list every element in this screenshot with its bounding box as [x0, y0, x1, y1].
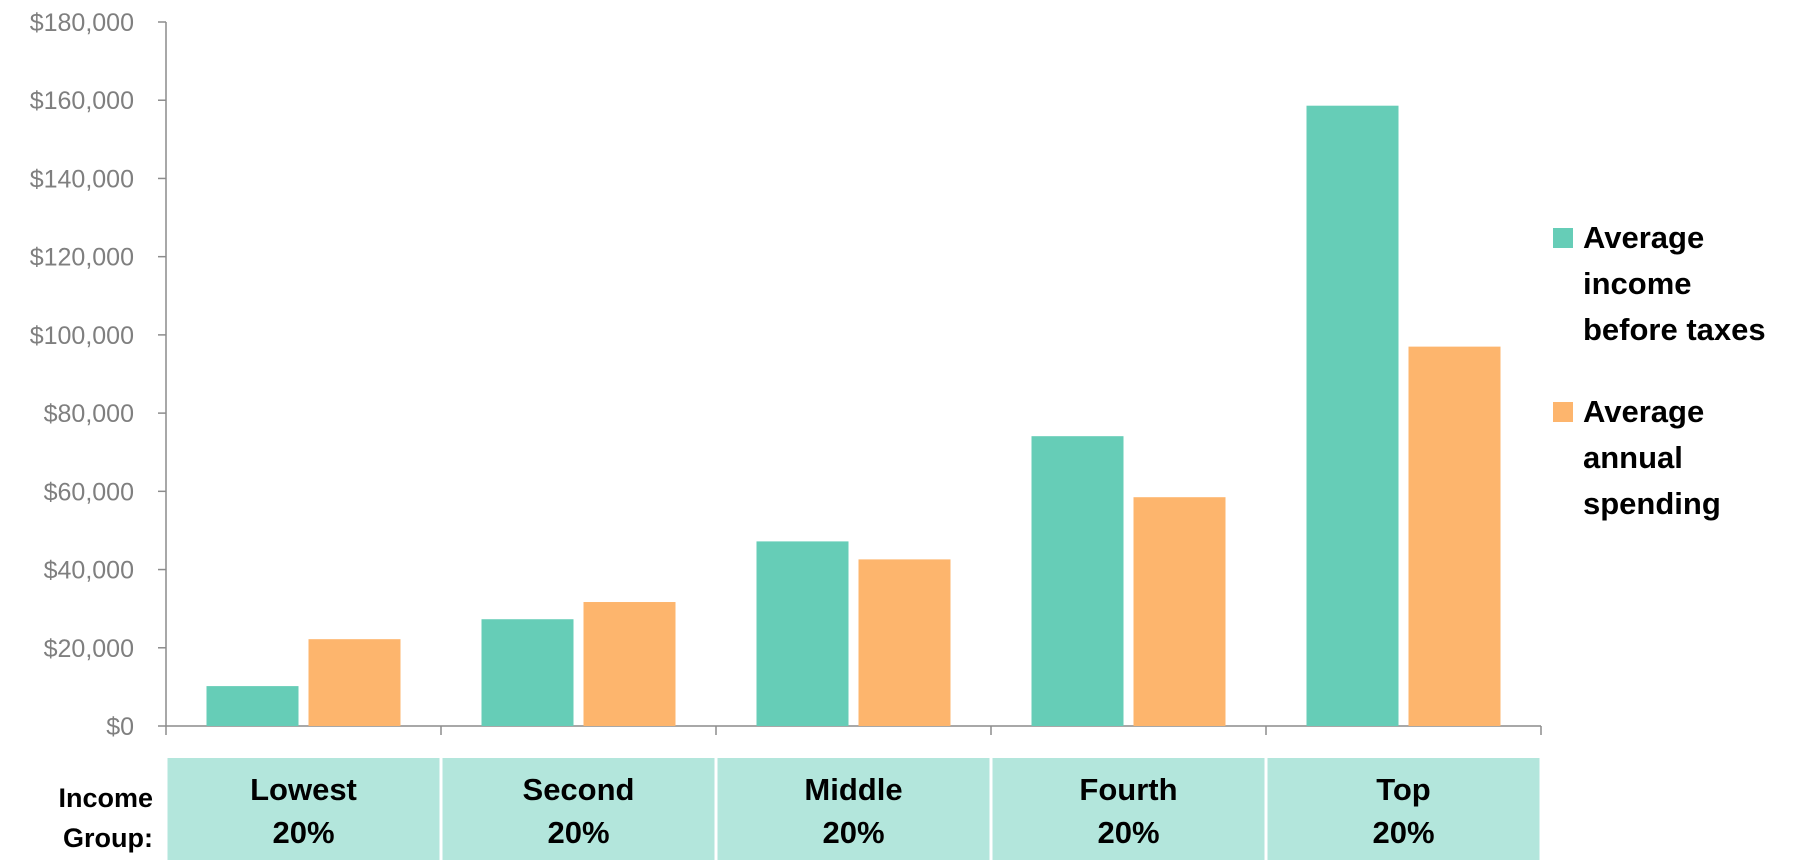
bar-spending-0: [308, 639, 401, 726]
category-label: Middle: [804, 772, 902, 807]
y-tick-label: $120,000: [30, 244, 134, 272]
legend-label: income: [1583, 266, 1692, 301]
bars: [206, 105, 1501, 727]
category-label: Fourth: [1079, 772, 1177, 807]
legend: Average income before taxes Average annual sp…: [1553, 220, 1766, 521]
category-band: [1267, 758, 1540, 860]
y-tick-label: $160,000: [30, 87, 134, 115]
category-label: Second: [523, 772, 635, 807]
legend-swatch: [1553, 228, 1573, 248]
y-tick-label: $20,000: [44, 635, 134, 663]
x-axis: [165, 725, 1542, 735]
bar-income-3: [1031, 436, 1124, 726]
legend-swatch: [1553, 402, 1573, 422]
bar-spending-2: [858, 559, 951, 726]
bar-income-1: [481, 619, 574, 726]
bar-income-2: [756, 541, 849, 726]
category-band: [992, 758, 1265, 860]
y-tick-label: $180,000: [30, 9, 134, 37]
legend-label: annual: [1583, 440, 1683, 475]
legend-label: before taxes: [1583, 312, 1766, 347]
bar-spending-3: [1133, 497, 1226, 726]
category-label: Lowest: [250, 772, 357, 807]
category-band: [442, 758, 715, 860]
category-label: 20%: [272, 815, 334, 850]
bar-income-4: [1306, 105, 1399, 727]
y-tick-label: $60,000: [44, 478, 134, 506]
legend-label: spending: [1583, 486, 1721, 521]
category-band: [717, 758, 990, 860]
legend-label: Average: [1583, 394, 1704, 429]
bar-income-0: [206, 686, 299, 726]
y-tick-label: $140,000: [30, 165, 134, 193]
y-tick-label: $100,000: [30, 322, 134, 350]
y-tick-label: $40,000: [44, 557, 134, 585]
category-label: Top: [1376, 772, 1431, 807]
y-tick-label: $0: [106, 713, 134, 741]
bar-spending-4: [1408, 346, 1501, 726]
category-axis-title: Income: [58, 783, 153, 813]
category-label: 20%: [822, 815, 884, 850]
category-bands: Lowest 20% Second 20% Middle 20% Fourth 20% Top 2…: [58, 758, 1540, 860]
category-label: 20%: [1372, 815, 1434, 850]
y-axis: $0 $20,000 $40,000 $60,000 $80,000 $100,000 $1…: [30, 9, 167, 741]
legend-label: Average: [1583, 220, 1704, 255]
category-label: 20%: [547, 815, 609, 850]
y-tick-label: $80,000: [44, 400, 134, 428]
category-band: [167, 758, 440, 860]
bar-spending-1: [583, 602, 676, 726]
category-label: 20%: [1097, 815, 1159, 850]
category-axis-title: Group:: [63, 823, 153, 853]
